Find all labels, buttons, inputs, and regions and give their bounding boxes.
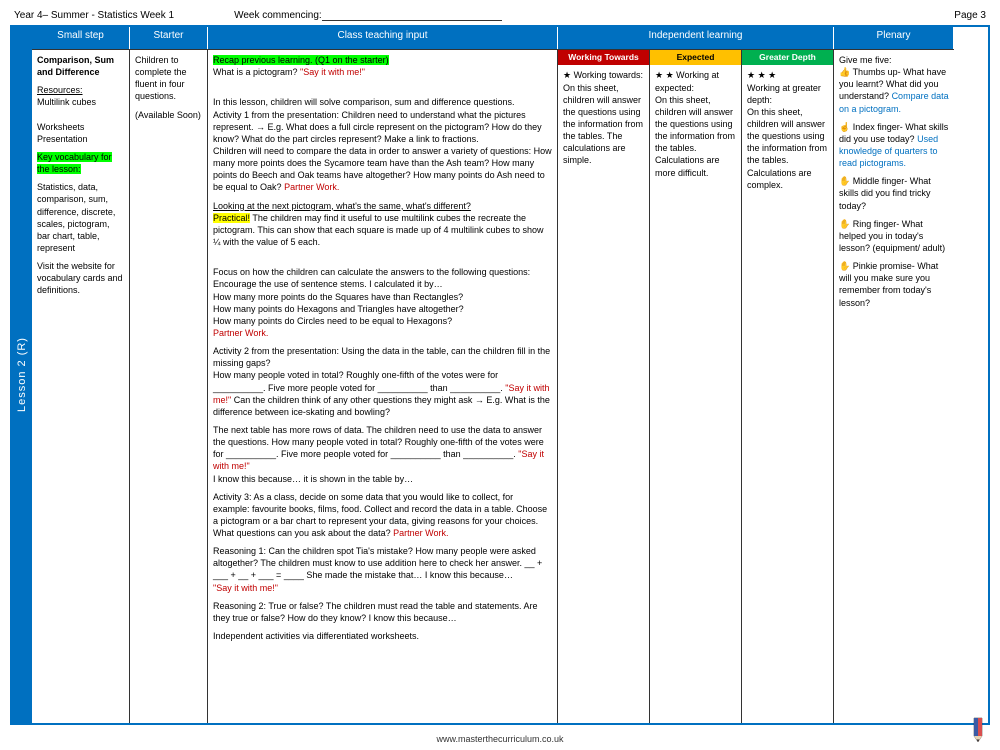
middle-icon: ✋ bbox=[839, 176, 850, 186]
lesson-frame: Lesson 2 (R) Small step Starter Class te… bbox=[10, 25, 990, 725]
cell-class-input: Recap previous learning. (Q1 on the star… bbox=[208, 49, 558, 723]
hdr-starter: Starter bbox=[130, 27, 208, 49]
thumb-icon: 👍 bbox=[839, 67, 850, 77]
star-icon: ★ ★ ★ bbox=[747, 70, 776, 80]
vocab-list: Statistics, data, comparison, sum, diffe… bbox=[37, 181, 124, 254]
cell-expected: Expected ★ ★ Working at expected: On thi… bbox=[650, 49, 742, 723]
gd-header: Greater Depth bbox=[742, 50, 833, 65]
wt-header: Working Towards bbox=[558, 50, 649, 65]
starter-text: Children to complete the fluent in four … bbox=[135, 54, 202, 103]
cell-small-step: Comparison, Sum and Difference Resources… bbox=[32, 49, 130, 723]
star-icon: ★ ★ bbox=[655, 70, 674, 80]
lesson-grid: Small step Starter Class teaching input … bbox=[32, 27, 988, 723]
ring-icon: ✋ bbox=[839, 219, 850, 229]
star-icon: ★ bbox=[563, 70, 571, 80]
step-title: Comparison, Sum and Difference bbox=[37, 54, 124, 78]
recap-line: Recap previous learning. (Q1 on the star… bbox=[213, 55, 389, 65]
cell-working-towards: Working Towards ★ Working towards: On th… bbox=[558, 49, 650, 723]
top-bar: Year 4– Summer - Statistics Week 1 Week … bbox=[10, 8, 990, 25]
starter-avail: (Available Soon) bbox=[135, 109, 202, 121]
cell-greater-depth: Greater Depth ★ ★ ★Working at greater de… bbox=[742, 49, 834, 723]
doc-title: Year 4– Summer - Statistics Week 1 bbox=[14, 10, 174, 21]
footer-url: www.masterthecurriculum.co.uk bbox=[436, 734, 563, 744]
ex-header: Expected bbox=[650, 50, 741, 65]
resources-list: Multilink cubes Worksheets Presentation bbox=[37, 96, 124, 145]
cell-plenary: Give me five: 👍 Thumbs up- What have you… bbox=[834, 49, 954, 723]
hdr-small-step: Small step bbox=[32, 27, 130, 49]
cell-starter: Children to complete the fluent in four … bbox=[130, 49, 208, 723]
website-note: Visit the website for vocabulary cards a… bbox=[37, 260, 124, 296]
pencil-logo-icon bbox=[968, 716, 988, 742]
pinkie-icon: ✋ bbox=[839, 261, 850, 271]
hdr-plenary: Plenary bbox=[834, 27, 954, 49]
lesson-tab: Lesson 2 (R) bbox=[12, 27, 32, 723]
resources-label: Resources: bbox=[37, 85, 83, 95]
week-commencing: Week commencing: bbox=[234, 10, 502, 21]
page-number: Page 3 bbox=[954, 10, 986, 21]
hdr-class-input: Class teaching input bbox=[208, 27, 558, 49]
index-icon: ☝ bbox=[839, 122, 850, 132]
hdr-independent: Independent learning bbox=[558, 27, 834, 49]
vocab-label: Key vocabulary for the lesson: bbox=[37, 152, 112, 174]
